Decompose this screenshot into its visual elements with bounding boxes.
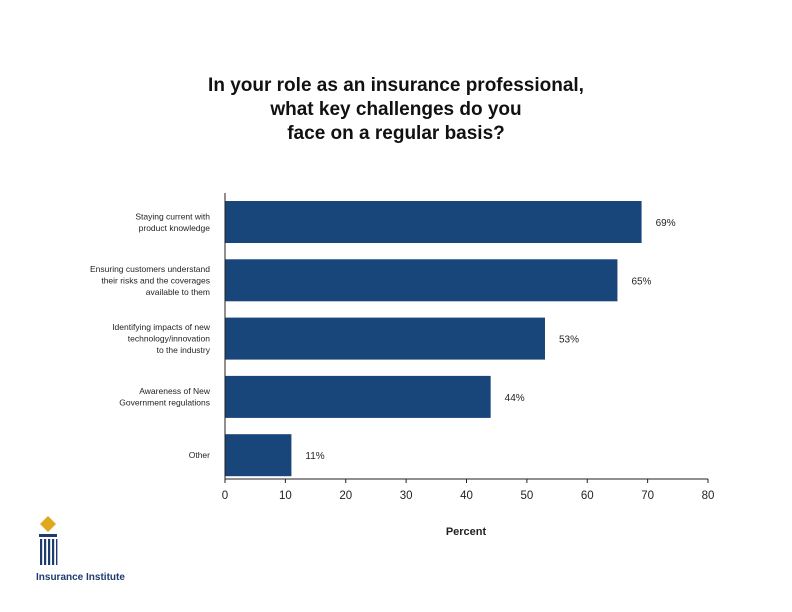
category-label: Staying current with [135,211,210,221]
category-label: Identifying impacts of new [112,322,211,332]
chart-title-line: face on a regular basis? [287,123,505,144]
bar [225,259,618,302]
category-label: Ensuring customers understand [90,264,210,274]
x-tick-label: 70 [641,490,654,502]
logo-text: Insurance Institute [36,572,125,583]
insurance-institute-logo-icon [39,516,58,565]
bar [225,201,642,243]
x-tick-label: 80 [702,490,715,502]
category-label: available to them [146,287,210,297]
x-tick-label: 60 [581,490,594,502]
data-label: 44% [505,393,525,404]
bar [225,317,545,360]
category-label: their risks and the coverages [101,275,210,285]
x-tick-label: 50 [520,490,533,502]
x-tick-label: 20 [339,490,352,502]
data-label: 65% [631,276,651,287]
x-tick-label: 40 [460,490,473,502]
x-tick-label: 10 [279,490,292,502]
x-tick-label: 0 [222,490,228,502]
category-label: Other [189,450,210,460]
chart-title-line: In your role as an insurance professiona… [208,75,584,96]
category-label: technology/innovation [128,334,211,344]
chart-title-line: what key challenges do you [270,99,522,120]
chart-title: In your role as an insurance professiona… [0,74,792,146]
data-label: 53% [559,335,579,346]
category-label: Government regulations [119,398,210,408]
data-label: 69% [656,218,676,229]
data-label: 11% [305,451,324,462]
bar [225,375,491,418]
x-axis-label: Percent [446,526,487,538]
category-label: Awareness of New [139,386,211,396]
category-label: product knowledge [139,223,211,233]
category-label: to the industry [157,345,211,355]
bar [225,434,292,477]
x-tick-label: 30 [400,490,413,502]
